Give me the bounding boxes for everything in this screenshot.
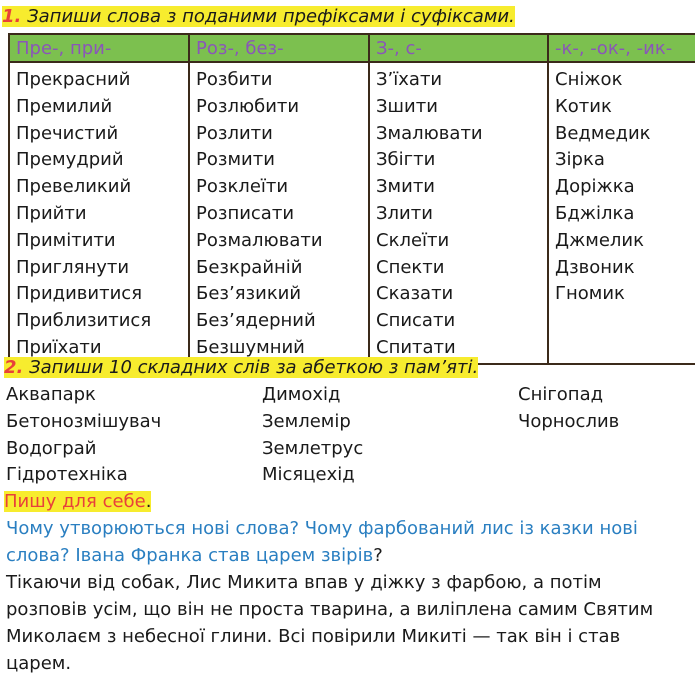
answer-line-2: розповів усім, що він не проста тварина,…: [6, 599, 654, 620]
table-word: Зірка: [555, 149, 605, 171]
table-word: Котик: [555, 95, 612, 117]
table-word: Розклеїти: [196, 176, 289, 198]
compound-word: Водограй: [6, 437, 97, 459]
answer-line-4: царем.: [6, 653, 72, 674]
compound-word: Аквапарк: [6, 384, 96, 405]
table-word: Розлити: [196, 122, 273, 144]
column-z-s: З’їхати Зшити Змалювати Збігти Змити Злити Скл…: [368, 62, 549, 365]
word-column-2: Димохід Землемір Землетрус Місяцехід: [262, 382, 363, 489]
table-word: Бджілка: [555, 202, 635, 224]
self-title-end: .: [145, 491, 152, 512]
table-word: Дзвоник: [555, 256, 635, 278]
column-pre-pry: Прекрасний Премилий Пречистий Премудрий Прев…: [8, 62, 190, 365]
table-word: Розлюбити: [196, 95, 300, 117]
affix-table: Пре-, при- Роз-, без- З-, с- -к-, -ок-, …: [8, 33, 695, 365]
question-end: ?: [373, 545, 383, 566]
header-pre-pry: Пре-, при-: [8, 33, 190, 63]
table-word: З’їхати: [376, 69, 443, 90]
question-line-2-text: слова? Івана Франка став царем звірів: [6, 545, 374, 566]
table-word: Пречистий: [16, 122, 119, 144]
table-word: Змити: [376, 176, 436, 198]
word-column-3: Снігопад Чорнослив: [518, 382, 619, 436]
table-word: Превеликий: [16, 176, 132, 198]
table-word: Спитати: [376, 336, 456, 358]
table-word: Ведмедик: [555, 122, 651, 144]
table-word: Змалювати: [376, 122, 483, 144]
compound-word: Бетонозмішувач: [6, 410, 162, 432]
compound-word: Снігопад: [518, 384, 604, 405]
task2-number: 2.: [4, 357, 24, 378]
column-suffixes: Сніжок Котик Ведмедик Зірка Доріжка Бджілка Дж…: [547, 62, 695, 365]
compound-word: Чорнослив: [518, 410, 620, 432]
compound-word: Димохід: [262, 384, 341, 405]
table-word: Приблизитися: [16, 310, 152, 332]
question-line-2: слова? Івана Франка став царем звірів?: [6, 543, 383, 569]
question-line-1: Чому утворюються нові слова? Чому фарбов…: [6, 518, 638, 539]
table-word: Розмалювати: [196, 229, 323, 251]
task1-title-text: Запиши слова з поданими префіксами і суф…: [27, 6, 515, 27]
task1-number: 1.: [2, 6, 22, 27]
answer-line-3: Миколаєм з небесної глини. Всі повірили …: [6, 626, 621, 647]
column-roz-bez: Розбити Розлюбити Розлити Розмити Розклеїти Р…: [188, 62, 370, 365]
word-column-1: Аквапарк Бетонозмішувач Водограй Гідротехні…: [6, 382, 161, 489]
answer-line-1: Тікаючи від собак, Лис Микита впав у діж…: [6, 572, 602, 593]
table-word: Без’язикий: [196, 283, 302, 305]
table-word: Прекрасний: [16, 69, 131, 90]
table-word: Безкрайній: [196, 256, 303, 278]
table-word: Сніжок: [555, 69, 623, 90]
table-word: Без’ядерний: [196, 310, 316, 332]
self-title-text: Пишу для себе: [4, 491, 146, 512]
table-word: Прийти: [16, 202, 87, 224]
compound-word: Землетрус: [262, 437, 364, 459]
header-suffixes: -к-, -ок-, -ик-: [547, 33, 695, 63]
table-word: Спекти: [376, 256, 445, 278]
table-word: Доріжка: [555, 176, 635, 198]
header-z-s: З-, с-: [368, 33, 549, 63]
table-word: Злити: [376, 202, 433, 224]
table-word: Приїхати: [16, 336, 102, 358]
table-word: Премилий: [16, 95, 113, 117]
table-word: Безшумний: [196, 336, 305, 358]
compound-word: Землемір: [262, 410, 351, 432]
table-word: Розмити: [196, 149, 275, 171]
table-word: Приглянути: [16, 256, 130, 278]
table-word: Примітити: [16, 229, 116, 251]
table-word: Придивитися: [16, 283, 143, 305]
table-word: Списати: [376, 310, 456, 332]
table-word: Розписати: [196, 202, 295, 224]
task1-title: 1. Запиши слова з поданими префіксами і …: [2, 5, 515, 29]
table-word: Склеїти: [376, 229, 450, 251]
table-word: Зшити: [376, 95, 438, 117]
task2-title-text: Запиши 10 складних слів за абеткою з пам…: [29, 357, 479, 378]
table-word: Премудрий: [16, 149, 124, 171]
task2-title: 2. Запиши 10 складних слів за абеткою з …: [4, 356, 479, 380]
compound-word: Місяцехід: [262, 464, 355, 486]
table-word: Збігти: [376, 149, 436, 171]
header-roz-bez: Роз-, без-: [188, 33, 370, 63]
self-title: Пишу для себе.: [4, 489, 152, 515]
table-word: Гномик: [555, 283, 625, 305]
table-word: Сказати: [376, 283, 454, 305]
table-word: Джмелик: [555, 229, 645, 251]
table-word: Розбити: [196, 69, 273, 90]
compound-word: Гідротехніка: [6, 464, 128, 486]
